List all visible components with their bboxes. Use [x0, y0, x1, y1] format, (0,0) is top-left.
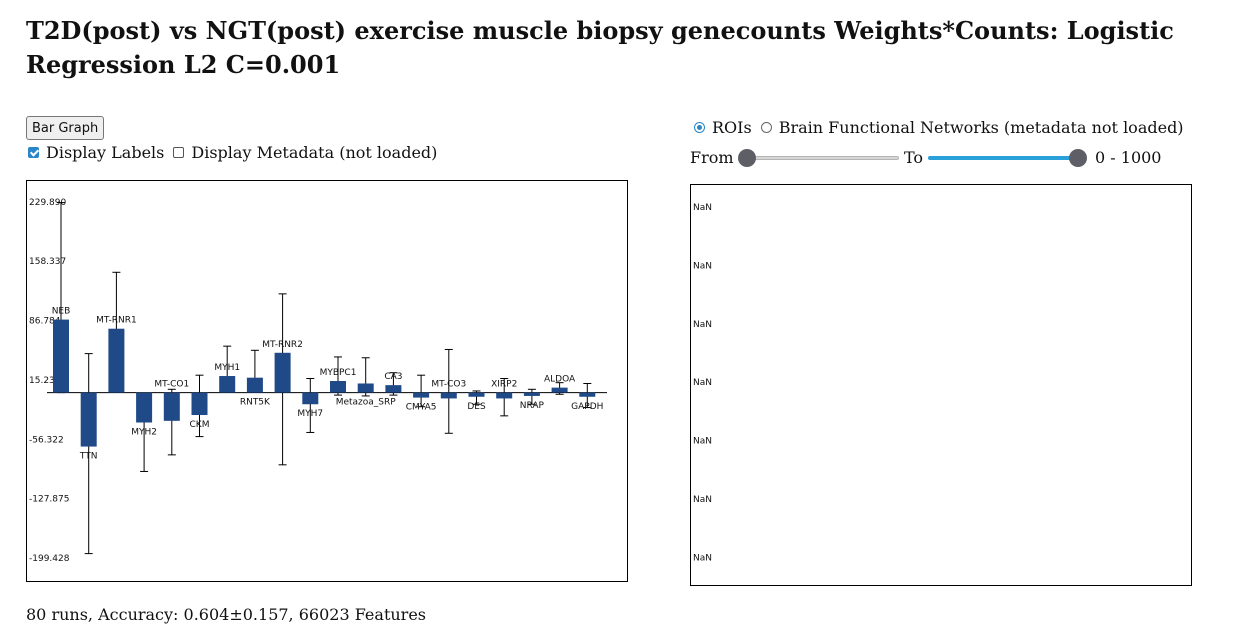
bar — [80, 392, 97, 447]
roi-y-tick-label: NaN — [693, 203, 712, 213]
roi-y-tick-label: NaN — [693, 320, 712, 330]
bar — [440, 392, 457, 399]
bar-label: TTN — [79, 452, 98, 462]
bar-label: Metazoa_SRP — [336, 398, 397, 408]
bar-label: CA3 — [384, 372, 402, 382]
bar — [385, 385, 402, 393]
bar-chart-svg: 229.890 158.337 86.784 15.231 -56.322 -127.87… — [29, 198, 607, 564]
roi-y-tick-label: NaN — [693, 495, 712, 505]
bar — [523, 392, 540, 396]
bar-chart: 229.890 158.337 86.784 15.231 -56.322 -127.87… — [26, 180, 628, 582]
range-control: From To 0 - 1000 — [690, 146, 1170, 170]
bar — [330, 381, 346, 393]
bar — [108, 328, 125, 393]
display-metadata-option[interactable]: Display Metadata (not loaded) — [173, 143, 437, 162]
bar — [163, 392, 180, 421]
bar-label: CMYA5 — [406, 403, 437, 413]
bar — [413, 392, 430, 398]
mode-radio-group: ROIs Brain Functional Networks (metadata… — [694, 118, 1193, 137]
y-tick-label: -56.322 — [29, 435, 64, 445]
bar-label: MT-CO1 — [154, 380, 189, 390]
range-to-label: To — [904, 148, 924, 167]
bar-label: MYH2 — [131, 427, 157, 437]
bar-label: MT-RNR1 — [96, 316, 137, 326]
range-from-label: From — [690, 148, 734, 167]
to-slider-track — [928, 156, 1078, 160]
bar-label: MYBPC1 — [320, 368, 357, 378]
y-tick-label: -199.428 — [29, 554, 70, 564]
bar-label: NRAP — [520, 401, 545, 411]
bar-label: NEB — [52, 307, 71, 317]
bar — [219, 376, 236, 393]
display-labels-checkbox[interactable] — [28, 147, 39, 158]
y-tick-label: -127.875 — [29, 495, 69, 505]
rois-radio[interactable] — [694, 122, 705, 133]
bar — [136, 392, 153, 423]
bar — [551, 387, 568, 393]
bar — [53, 319, 69, 393]
bar-label: RNT5K — [240, 398, 271, 408]
roi-y-tick-label: NaN — [693, 378, 712, 388]
bar-label: CKM — [190, 420, 210, 430]
roi-y-tick-label: NaN — [693, 553, 712, 563]
page-title: T2D(post) vs NGT(post) exercise muscle b… — [26, 16, 1174, 79]
bar — [496, 392, 513, 399]
rois-option[interactable]: ROIs — [694, 118, 752, 137]
bar — [357, 383, 374, 393]
y-tick-label: 158.337 — [29, 257, 66, 267]
brain-networks-option[interactable]: Brain Functional Networks (metadata not … — [760, 118, 1184, 137]
brain-networks-radio[interactable] — [760, 122, 772, 133]
bar — [302, 392, 319, 405]
roi-chart-svg: NaN NaN NaN NaN NaN NaN NaN — [693, 203, 712, 563]
bar — [468, 392, 485, 397]
brain-networks-label: Brain Functional Networks (metadata not … — [778, 118, 1184, 137]
y-tick-label: 86.784 — [29, 317, 61, 327]
display-labels-label: Display Labels — [46, 143, 165, 162]
display-labels-option[interactable]: Display Labels — [28, 143, 164, 162]
bar-label: DES — [467, 402, 486, 412]
bar — [579, 392, 596, 397]
bar-label: GAPDH — [571, 402, 603, 412]
bar-graph-button[interactable]: Bar Graph — [26, 116, 105, 140]
from-slider-track — [739, 156, 899, 160]
bar — [274, 352, 291, 393]
bar-label: MT-CO3 — [431, 380, 466, 390]
to-slider-handle[interactable] — [1069, 149, 1087, 167]
bar-label: MT-RNR2 — [262, 340, 303, 350]
from-slider-handle[interactable] — [738, 149, 756, 167]
roi-y-tick-label: NaN — [693, 437, 712, 447]
bar-label: XIRP2 — [491, 380, 517, 390]
roi-y-tick-label: NaN — [693, 261, 712, 271]
display-metadata-label: Display Metadata (not loaded) — [191, 143, 438, 162]
rois-label: ROIs — [712, 118, 752, 137]
roi-chart: NaN NaN NaN NaN NaN NaN NaN — [690, 184, 1192, 586]
display-options: Display Labels Display Metadata (not loa… — [28, 143, 446, 162]
run-summary: 80 runs, Accuracy: 0.604±0.157, 66023 Fe… — [26, 605, 426, 624]
y-tick-label: 229.890 — [29, 198, 66, 208]
bar-label: ALDOA — [544, 375, 576, 385]
range-value: 0 - 1000 — [1095, 148, 1162, 167]
to-slider[interactable] — [928, 149, 1087, 167]
from-slider[interactable] — [738, 149, 899, 167]
bar-label: MYH7 — [297, 409, 323, 419]
bar-label: MYH1 — [214, 363, 240, 373]
display-metadata-checkbox[interactable] — [173, 147, 185, 158]
bar — [246, 377, 263, 393]
y-tick-label: 15.231 — [29, 376, 61, 386]
bar — [191, 392, 208, 416]
